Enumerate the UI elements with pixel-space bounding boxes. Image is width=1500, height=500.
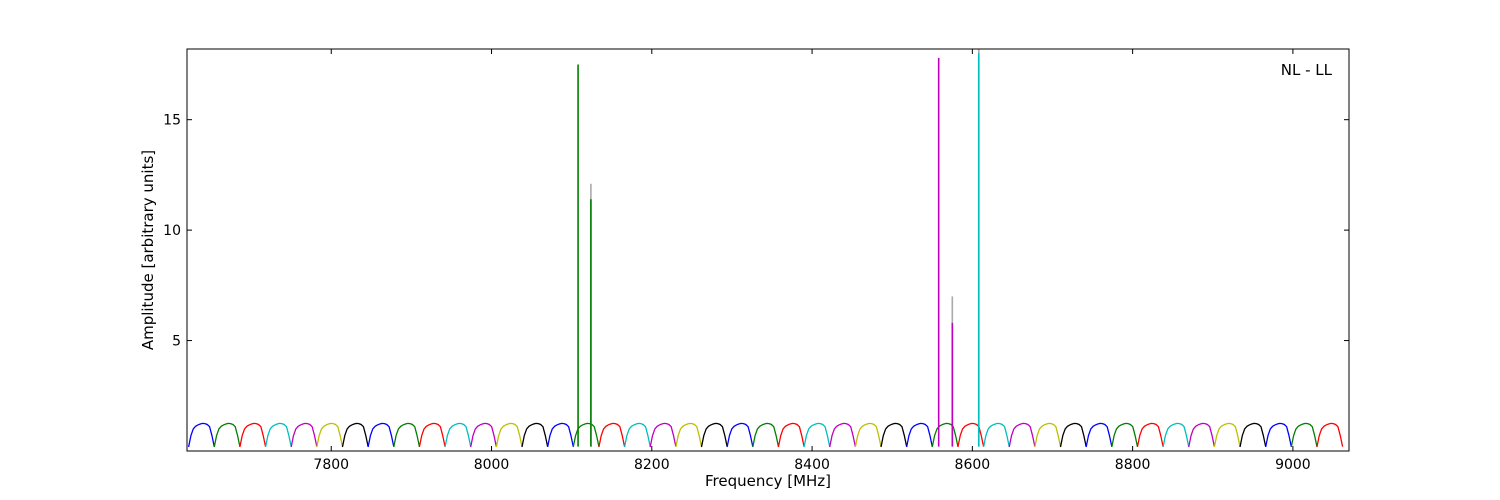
subband-curve [675,422,703,448]
subband-curve [1188,422,1216,448]
subband-curve [957,422,985,448]
subband-curve [495,422,523,448]
subband-curve [1239,422,1267,448]
subband-curve [1111,422,1139,448]
subband-curve [546,422,574,448]
subband-curve [393,422,421,448]
subband-curve [777,422,805,448]
x-tick-label: 8400 [794,457,830,473]
subband-curve [264,422,292,448]
subband-curve [521,422,549,448]
subband-curve [290,422,318,448]
plot-lines [187,422,1344,448]
subband-curve [1085,422,1113,448]
subband-curve [316,422,344,448]
y-axis-label: Amplitude [arbitrary units] [139,150,157,350]
subband-curve [470,422,497,448]
subband-curve [1265,422,1292,448]
baseline-annotation: NL - LL [1281,61,1333,79]
subband-curve [598,422,626,448]
subband-curve [752,422,780,448]
x-tick-label: 9000 [1275,457,1311,473]
subband-curve [341,422,369,448]
subband-curve [1316,422,1344,448]
subband-curve [829,422,856,448]
subband-curve [367,422,395,448]
subband-curve [880,422,908,448]
subband-curve [1059,422,1087,448]
y-tick-label: 15 [163,113,181,129]
subband-curve [444,422,472,448]
x-axis: 7800 8000 8200 8400 8600 8800 9000 [313,49,1311,473]
subband-curve [906,422,933,448]
subband-curve [982,422,1010,448]
subband-curve [239,422,267,448]
subband-curve [1136,422,1164,448]
x-tick-label: 8800 [1115,457,1151,473]
subband-curve [1213,422,1241,448]
subband-curve [854,422,882,448]
subband-curve [418,422,446,448]
x-tick-label: 8600 [955,457,991,473]
subband-curve [1162,422,1190,448]
x-axis-label: Frequency [MHz] [705,472,831,490]
x-tick-label: 7800 [313,457,349,473]
subband-curve [700,422,728,448]
subband-curve [187,422,215,448]
spike-lines [577,49,980,447]
subband-curve [213,422,241,448]
y-tick-label: 10 [163,223,181,239]
y-axis: 5 10 15 [163,113,1349,350]
subband-curve [726,422,754,448]
subband-curve [649,422,677,448]
subband-curve [1290,422,1318,448]
y-tick-label: 5 [172,334,181,350]
subband-curve [572,422,600,448]
subband-curve [623,422,651,448]
x-tick-label: 8000 [474,457,510,473]
x-tick-label: 8200 [634,457,670,473]
subband-curve [931,422,959,448]
subband-curve [1034,422,1062,448]
subband-curve [803,422,831,448]
subband-curve [1008,422,1036,448]
plot-frame [186,48,1350,452]
